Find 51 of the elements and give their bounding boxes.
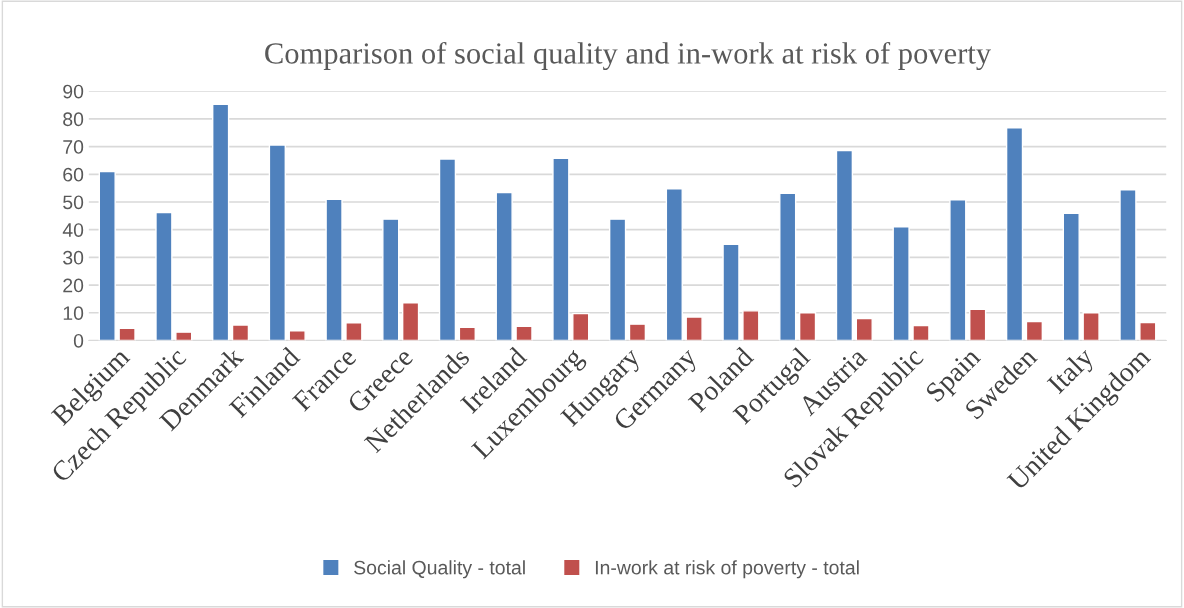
bar bbox=[892, 226, 910, 341]
bar bbox=[175, 331, 193, 341]
y-tick-label: 0 bbox=[73, 333, 84, 348]
bar bbox=[608, 218, 627, 341]
y-tick-label: 40 bbox=[62, 223, 84, 237]
bar bbox=[665, 188, 683, 341]
bar bbox=[855, 317, 873, 341]
bar bbox=[1062, 212, 1080, 341]
y-tick-label: 90 bbox=[63, 84, 84, 99]
chart-title: Comparison of social quality and in-work at risk of poverty bbox=[265, 41, 992, 71]
bar bbox=[98, 170, 116, 341]
bar bbox=[325, 198, 343, 341]
bar bbox=[685, 316, 703, 341]
bar bbox=[835, 149, 854, 341]
bar bbox=[1139, 321, 1157, 341]
bar bbox=[1082, 312, 1100, 341]
bar bbox=[231, 324, 250, 341]
bar bbox=[118, 327, 136, 341]
bar bbox=[345, 322, 363, 341]
bar bbox=[401, 302, 420, 341]
bar bbox=[969, 308, 987, 341]
bar bbox=[552, 157, 570, 341]
y-tick-label: 30 bbox=[63, 250, 84, 265]
bar bbox=[949, 199, 967, 341]
bar bbox=[912, 324, 930, 341]
bar bbox=[779, 192, 797, 341]
bar bbox=[1025, 320, 1044, 341]
bar bbox=[268, 144, 286, 341]
y-tick-label: 20 bbox=[63, 278, 84, 293]
bar bbox=[628, 323, 647, 341]
bar bbox=[742, 310, 760, 341]
bar bbox=[515, 325, 533, 341]
bar bbox=[155, 211, 173, 341]
y-tick-label: 50 bbox=[63, 195, 84, 210]
bar bbox=[495, 191, 513, 341]
bar bbox=[798, 312, 817, 341]
legend-label: Social Quality - total bbox=[354, 560, 525, 579]
y-tick-label: 80 bbox=[63, 112, 84, 127]
legend-label: In-work at risk of poverty - total bbox=[595, 560, 859, 579]
bar bbox=[438, 158, 457, 341]
bar bbox=[382, 218, 400, 341]
bar bbox=[212, 103, 230, 341]
bar bbox=[572, 312, 590, 341]
bar bbox=[288, 330, 306, 341]
bar bbox=[1119, 189, 1137, 341]
y-tick-label: 60 bbox=[63, 167, 84, 182]
bar bbox=[1005, 127, 1024, 341]
y-tick-label: 10 bbox=[63, 306, 84, 321]
bar bbox=[722, 243, 740, 341]
bar bbox=[458, 326, 476, 341]
y-tick-label: 70 bbox=[63, 140, 84, 154]
